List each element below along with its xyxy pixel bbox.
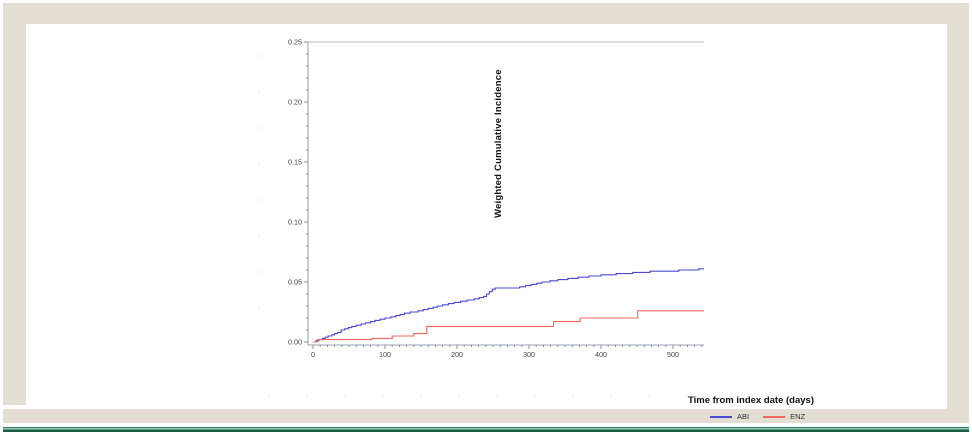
enz-line-swatch: [763, 416, 786, 418]
frame-band-right: [947, 24, 969, 423]
svg-text:200: 200: [451, 350, 463, 359]
footer-green-rule: [3, 427, 969, 432]
svg-text:500: 500: [667, 350, 679, 359]
incidence-chart-canvas: 0.00 0.05 0.10 0.15 0.20 0.25 0 100 200 300 400 500: [258, 38, 704, 397]
series-line-abi: [313, 268, 704, 343]
chart-legend: ABI ENZ: [710, 412, 805, 422]
legend-label-abi: ABI: [737, 412, 750, 421]
frame-band-bottom: [3, 409, 969, 423]
axes-and-ticks: 0.00 0.05 0.10 0.15 0.20 0.25 0 100 200 300 400 500: [288, 38, 704, 359]
cumulative-incidence-figure: 0.00 0.05 0.10 0.15 0.20 0.25 0 100 200 300 400 500…: [240, 28, 814, 421]
x-axis-title: Time from index date (days): [688, 395, 814, 406]
svg-text:300: 300: [523, 350, 535, 359]
legend-label-enz: ENZ: [790, 412, 806, 421]
abi-line-swatch: [710, 416, 732, 418]
series-line-enz: [313, 310, 704, 343]
svg-text:0.20: 0.20: [288, 98, 302, 107]
svg-text:0.10: 0.10: [288, 218, 302, 227]
legend-item-enz: ENZ: [763, 412, 805, 422]
svg-text:400: 400: [595, 350, 607, 359]
svg-text:0.05: 0.05: [288, 278, 302, 287]
legend-item-abi: ABI: [710, 412, 749, 422]
y-axis-title-text: Weighted Cumulative Incidence: [493, 69, 504, 218]
frame-band-top: [3, 3, 969, 24]
frame-band-left: [3, 24, 26, 405]
svg-text:0.25: 0.25: [288, 38, 302, 47]
series-step-lines: [313, 268, 704, 343]
svg-text:100: 100: [379, 350, 391, 359]
svg-text:0: 0: [311, 350, 315, 359]
y-axis-title: Weighted Cumulative Incidence: [493, 69, 507, 328]
svg-text:0.15: 0.15: [288, 158, 302, 167]
svg-text:0.00: 0.00: [288, 338, 302, 347]
